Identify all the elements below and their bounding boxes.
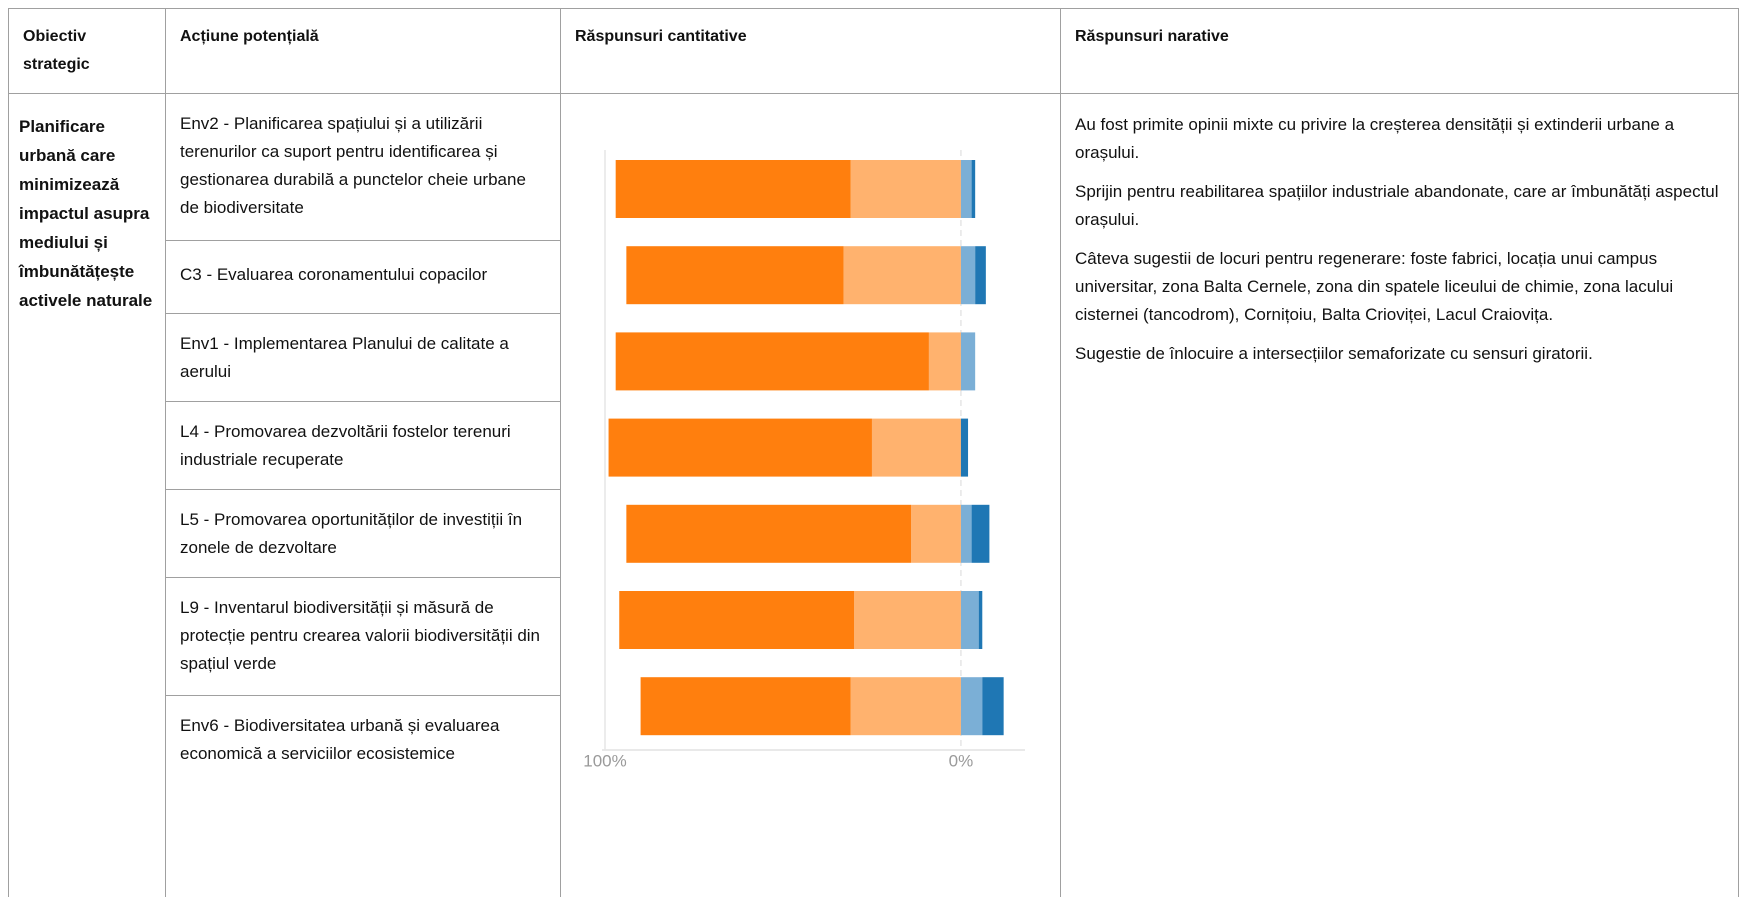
- action-cell: Env6 - Biodiversitatea urbană și evaluar…: [165, 695, 561, 897]
- action-cell: L9 - Inventarul biodiversității și măsur…: [165, 577, 561, 696]
- header-cell: Răspunsuri narative: [1060, 8, 1739, 94]
- header-cell: Răspunsuri cantitative: [560, 8, 1061, 94]
- narrative-text: Câteva sugestii de locuri pentru regener…: [1075, 249, 1674, 324]
- action-cell: L5 - Promovarea oportunităților de inves…: [165, 489, 561, 578]
- action-cell: Env1 - Implementarea Planului de calitat…: [165, 313, 561, 402]
- chart-cell: [560, 93, 1061, 897]
- table: Obiectiv strategic Acțiune potențială Ră…: [8, 8, 1739, 897]
- header-cell: Acțiune potențială: [165, 8, 561, 94]
- narrative-text: Sugestie de înlocuire a intersecțiilor s…: [1075, 344, 1593, 363]
- narrative-text: Au fost primite opinii mixte cu privire …: [1075, 115, 1675, 162]
- action-cell: C3 - Evaluarea coronamentului copacilor: [165, 240, 561, 314]
- action-cell: Env2 - Planificarea spațiului și a utili…: [165, 93, 561, 241]
- action-cell: L4 - Promovarea dezvoltării fostelor ter…: [165, 401, 561, 490]
- header-cell: Obiectiv strategic: [8, 8, 166, 94]
- narrative-text: Sprijin pentru reabilitarea spațiilor in…: [1075, 182, 1719, 229]
- narrative-cell: Au fost primite opinii mixte cu privire …: [1060, 93, 1739, 897]
- objective-cell: Planificare urbană care minimizează impa…: [8, 93, 166, 897]
